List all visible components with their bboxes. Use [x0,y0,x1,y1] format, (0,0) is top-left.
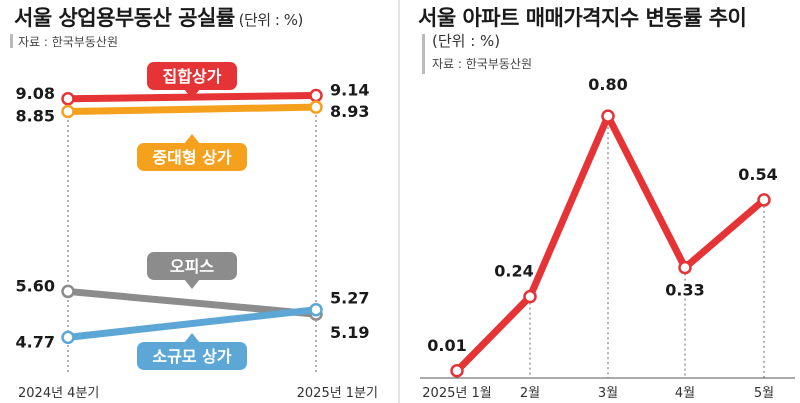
value-label: 5.27 [330,289,369,308]
value-label: 9.08 [16,84,55,103]
data-point [309,88,323,103]
series-line [64,103,320,116]
value-label: 4.77 [16,332,55,351]
series-callout: 중대형 상가 [137,134,247,171]
x-tick-label: 2024년 4분기 [18,386,99,401]
x-tick-label: 4월 [675,386,695,401]
series-callout: 집합상가 [147,62,237,99]
vacancy-unit: (단위 : %) [238,11,304,29]
data-point [757,193,771,207]
callout-box [147,252,237,280]
series-callout: 오피스 [147,252,237,289]
callout-tail [184,333,200,343]
callout-box [137,342,247,370]
vacancy-title-text: 서울 상업용부동산 공실률 [14,6,235,30]
data-point [309,302,323,317]
series-line [453,112,768,375]
value-label: 0.33 [665,281,704,300]
value-label: 0.24 [494,262,533,281]
series-line [64,306,320,341]
apartment-title: 서울 아파트 매매가격지수 변동률 추이 [418,6,747,30]
apartment-panel: 서울 아파트 매매가격지수 변동률 추이 (단위 : %) 자료 : 한국부동산… [400,0,800,403]
vacancy-source-bar [10,34,13,48]
legend-label: 집합상가 [163,67,222,86]
x-tick-label: 5월 [754,386,774,401]
legend-label: 소규모 상가 [152,347,231,366]
data-point [309,100,323,114]
data-point [678,260,692,275]
value-label: 5.19 [330,323,369,342]
callout-tail [184,134,200,144]
x-tick-label: 3월 [598,386,618,401]
callout-box [137,143,247,171]
x-tick-label: 2월 [520,386,540,401]
data-point [61,330,75,345]
value-label: 8.85 [16,107,55,126]
x-tick-label: 2025년 1분기 [297,386,378,401]
apartment-source: 자료 : 한국부동산원 [432,57,532,71]
vacancy-chart: 2024년 4분기 2025년 1분기 9.08 9.14 8.85 8.93 5.60 5.… [16,62,378,401]
callout-tail [184,89,200,99]
legend-label: 오피스 [170,257,214,276]
vacancy-title: 서울 상업용부동산 공실률 (단위 : %) [14,2,303,32]
callout-box [147,62,237,90]
series-line [64,287,320,318]
value-label: 8.93 [330,102,369,121]
value-label: 0.80 [588,75,627,94]
data-point [61,104,75,119]
data-point [450,364,464,378]
value-label: 0.01 [427,336,466,355]
apartment-unit: (단위 : %) [432,32,501,50]
legend-label: 중대형 상가 [152,148,231,167]
x-tick-label: 2025년 1월 [422,386,491,401]
value-label: 5.60 [16,276,55,295]
apartment-source-bar [422,34,425,74]
data-point [61,284,75,299]
data-point [601,109,615,123]
value-label: 9.14 [330,80,369,99]
value-label: 0.54 [738,165,777,184]
data-point [61,92,75,106]
series-callout: 소규모 상가 [137,333,247,370]
apartment-chart: 0.01 0.24 0.80 0.33 0.54 2025년 1월 2월 3월 4월 5월 [420,75,795,401]
vacancy-panel: 서울 상업용부동산 공실률 (단위 : %) 자료 : 한국부동산원 2024년 … [0,0,395,403]
data-point [523,289,537,304]
callout-tail [184,279,200,289]
vacancy-source: 자료 : 한국부동산원 [18,35,118,49]
panel-divider [398,0,400,403]
